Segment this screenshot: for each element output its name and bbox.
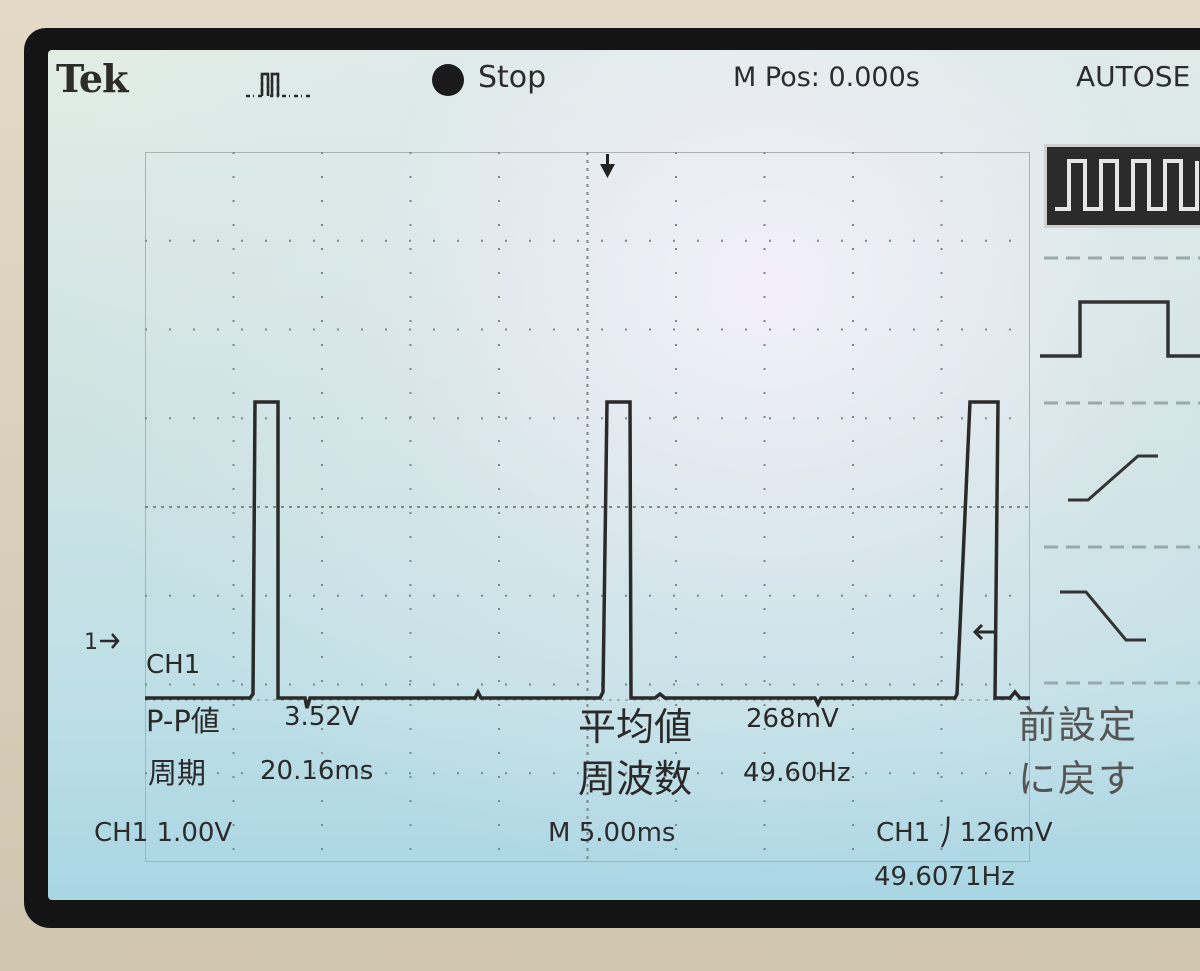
pp-value: 3.52V [284,702,360,732]
side-menu-divider [1044,681,1200,685]
graticule-dots [145,152,1030,862]
trigger-level-arrow-icon [972,623,994,641]
trigger-frequency: 49.6071Hz [874,862,1015,892]
freq-value: 49.60Hz [743,758,851,788]
side-menu-divider [1044,256,1200,260]
ch1-ground-marker: 1 [84,630,98,655]
freq-label: 周波数 [578,757,693,801]
mean-value: 268mV [746,704,839,734]
period-label: 周期 [148,756,207,790]
acquisition-status: Stop [478,60,547,95]
side-menu-item-multi-cycle[interactable] [1044,144,1200,228]
menu-title: AUTOSE [1076,60,1191,93]
side-menu-item-restore-defaults[interactable]: 前設定 に戻す [1018,690,1200,810]
ch1-ground-arrow-icon [100,633,120,649]
horizontal-position: M Pos: 0.000s [733,62,920,93]
measurement-channel: CH1 [146,650,201,680]
restore-label-line1: 前設定 [1018,703,1139,747]
brand-logo: Tek [56,56,128,101]
side-menu-item-falling-edge[interactable] [1058,586,1158,650]
trigger-position-marker [600,154,615,178]
time-base: M 5.00ms [548,818,676,848]
rising-edge-icon [1068,454,1158,502]
ch1-trace [145,400,1030,709]
pp-label: P-P値 [146,704,220,738]
side-menu-item-single-cycle[interactable] [1040,294,1200,368]
waveform-display [145,152,1030,862]
ch1-vertical-scale: CH1 1.00V [94,818,233,848]
trigger-mode-icon [246,72,310,98]
side-menu-item-rising-edge[interactable] [1066,448,1166,512]
acq-state-icon [432,64,464,96]
side-menu-divider [1044,545,1200,549]
restore-label-line2: に戻す [1018,757,1139,801]
multi-cycle-square-wave-icon [1055,159,1199,211]
oscilloscope-screen: Tek Stop M Pos: 0.000s AUTOSE 1 CH1 P-P値… [48,50,1200,900]
mean-label: 平均値 [578,705,693,749]
falling-edge-icon [1060,590,1146,642]
period-value: 20.16ms [260,756,374,786]
side-menu-divider [1044,401,1200,405]
single-cycle-square-wave-icon [1040,300,1200,358]
trigger-settings: CH1 ⎠ 126mV [876,818,1053,848]
